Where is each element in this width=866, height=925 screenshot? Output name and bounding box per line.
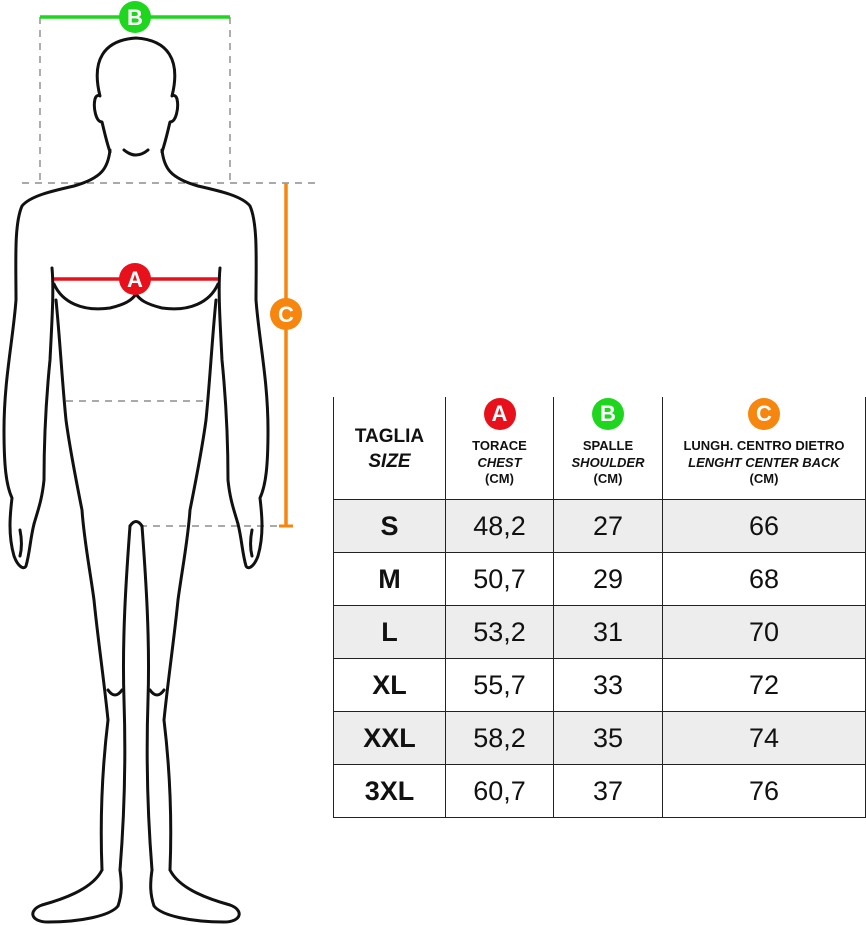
length-cell: 76 [662, 764, 866, 818]
marker-b-badge [119, 1, 151, 33]
length-marker-badge: C [748, 398, 780, 430]
marker-a-badge [119, 263, 151, 295]
table-header-row: TAGLIA SIZE A TORACE CHEST (CM) B SPALLE… [333, 397, 866, 500]
size-cell: M [333, 552, 446, 606]
shoulder-cell: 37 [553, 764, 663, 818]
shoulder-header-label: SPALLE [582, 438, 634, 453]
shoulder-cell: 35 [553, 711, 663, 765]
chest-cell: 58,2 [445, 711, 554, 765]
size-column-header: TAGLIA SIZE [333, 397, 446, 500]
length-cell: 72 [662, 658, 866, 712]
length-cell: 70 [662, 605, 866, 659]
size-cell: XXL [333, 711, 446, 765]
chest-header-label-en: CHEST [477, 455, 522, 470]
shoulder-cell: 31 [553, 605, 663, 659]
shoulder-header-unit: (CM) [593, 471, 623, 486]
marker-b-letter: B [127, 5, 143, 30]
length-header-label-en: LENGHT CENTER BACK [688, 455, 840, 470]
chest-header-unit: (CM) [485, 471, 514, 486]
table-row: S 48,2 27 66 [333, 499, 866, 553]
guide-lines [22, 17, 318, 527]
chest-column-header: A TORACE CHEST (CM) [445, 397, 554, 500]
chest-cell: 55,7 [445, 658, 554, 712]
length-cell: 68 [662, 552, 866, 606]
shoulder-column-header: B SPALLE SHOULDER (CM) [553, 397, 663, 500]
table-row: 3XL 60,7 37 76 [333, 764, 866, 818]
chest-cell: 60,7 [445, 764, 554, 818]
shoulder-cell: 27 [553, 499, 663, 553]
table-row: XXL 58,2 35 74 [333, 711, 866, 765]
marker-c-badge [270, 298, 302, 330]
shoulder-cell: 29 [553, 552, 663, 606]
size-chart-table: TAGLIA SIZE A TORACE CHEST (CM) B SPALLE… [333, 397, 866, 818]
table-row: M 50,7 29 68 [333, 552, 866, 606]
length-header-unit: (CM) [749, 471, 779, 486]
table-row: L 53,2 31 70 [333, 605, 866, 659]
length-cell: 74 [662, 711, 866, 765]
length-cell: 66 [662, 499, 866, 553]
shoulder-cell: 33 [553, 658, 663, 712]
length-header-label: LUNGH. CENTRO DIETRO [683, 438, 845, 453]
size-cell: 3XL [333, 764, 446, 818]
length-column-header: C LUNGH. CENTRO DIETRO LENGHT CENTER BAC… [662, 397, 866, 500]
chest-cell: 53,2 [445, 605, 554, 659]
size-cell: L [333, 605, 446, 659]
size-cell: XL [333, 658, 446, 712]
chest-marker-badge: A [483, 398, 516, 430]
size-header-sublabel: SIZE [368, 450, 411, 472]
shoulder-header-label-en: SHOULDER [571, 455, 645, 470]
shoulder-marker-badge: B [592, 398, 624, 430]
chest-cell: 48,2 [445, 499, 554, 553]
chest-header-label: TORACE [472, 438, 527, 453]
table-row: XL 55,7 33 72 [333, 658, 866, 712]
marker-a-letter: A [127, 267, 143, 292]
body-outline [2, 36, 270, 924]
size-cell: S [333, 499, 446, 553]
size-header-label: TAGLIA [354, 425, 425, 447]
marker-c-letter: C [278, 302, 294, 327]
chest-cell: 50,7 [445, 552, 554, 606]
